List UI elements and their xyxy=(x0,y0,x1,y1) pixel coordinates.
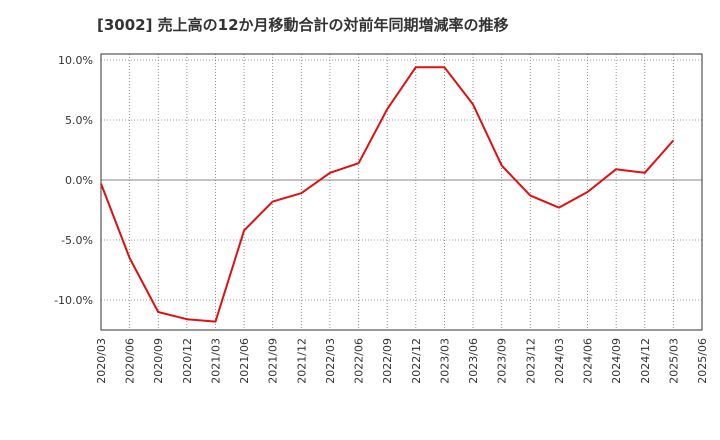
x-tick-label: 2020/06 xyxy=(124,338,137,384)
y-tick-label: -10.0% xyxy=(54,294,93,307)
x-tick-label: 2024/06 xyxy=(582,338,595,384)
y-tick-label: 5.0% xyxy=(65,114,93,127)
x-tick-label: 2022/03 xyxy=(324,338,337,384)
x-tick-label: 2020/09 xyxy=(152,338,165,384)
chart-title: [3002] 売上高の12か月移動合計の対前年同期増減率の推移 xyxy=(97,16,509,34)
x-tick-label: 2022/12 xyxy=(410,338,423,384)
grid-lines xyxy=(101,54,702,330)
y-tick-label: 0.0% xyxy=(65,174,93,187)
x-tick-label: 2023/12 xyxy=(524,338,537,384)
x-tick-label: 2022/09 xyxy=(381,338,394,384)
x-tick-label: 2025/06 xyxy=(696,338,709,384)
y-axis: 10.0% 5.0% 0.0% -5.0% -10.0% xyxy=(54,54,93,307)
x-tick-label: 2021/06 xyxy=(238,338,251,384)
y-tick-label: -5.0% xyxy=(61,234,93,247)
x-tick-label: 2023/06 xyxy=(467,338,480,384)
x-axis: 2020/03 2020/06 2020/09 2020/12 2021/03 2021/… xyxy=(95,338,709,384)
y-tick-label: 10.0% xyxy=(58,54,93,67)
x-tick-label: 2021/03 xyxy=(209,338,222,384)
x-tick-label: 2022/06 xyxy=(353,338,366,384)
x-tick-label: 2023/03 xyxy=(438,338,451,384)
x-tick-label: 2024/09 xyxy=(610,338,623,384)
x-tick-label: 2023/09 xyxy=(496,338,509,384)
x-tick-label: 2024/03 xyxy=(553,338,566,384)
x-tick-label: 2024/12 xyxy=(639,338,652,384)
x-tick-label: 2021/12 xyxy=(295,338,308,384)
series-line xyxy=(100,66,675,323)
plot-frame xyxy=(100,53,703,331)
x-tick-label: 2021/09 xyxy=(267,338,280,384)
x-tick-label: 2025/03 xyxy=(667,338,680,384)
x-tick-label: 2020/12 xyxy=(181,338,194,384)
x-tick-label: 2020/03 xyxy=(95,338,108,384)
series-layer xyxy=(100,66,675,323)
